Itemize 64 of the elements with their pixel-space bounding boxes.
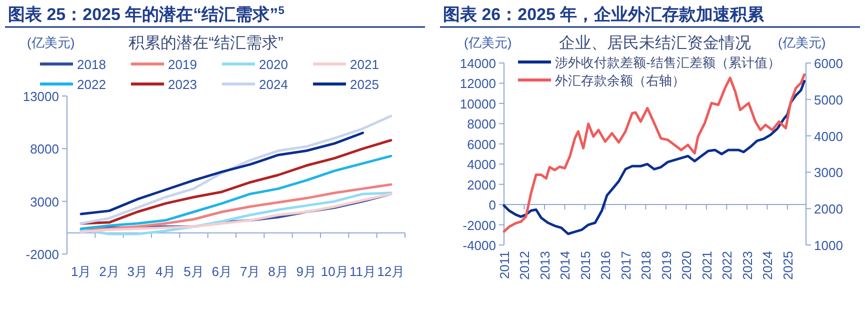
y2-tick-label: 6000 bbox=[814, 56, 843, 71]
legend-label: 涉外收付款差额-结售汇差额（累计值） bbox=[555, 55, 780, 70]
x-tick-label: 2011 bbox=[497, 251, 512, 279]
y-tick-label: -2000 bbox=[26, 247, 59, 262]
y-tick-label: 13000 bbox=[22, 89, 59, 104]
chart-title: 图表 25：2025 年的潜在“结汇需求”$^{5}$ bbox=[8, 5, 284, 24]
x-tick-label: 7月 bbox=[240, 264, 260, 279]
x-tick-label: 2021 bbox=[699, 251, 714, 280]
y-tick-label: 14000 bbox=[460, 56, 496, 71]
legend-label: 2023 bbox=[168, 77, 197, 92]
x-tick-label: 2月 bbox=[99, 264, 120, 279]
chart-subtitle: 积累的潜在“结汇需求” bbox=[128, 34, 284, 52]
y-tick-label: 10000 bbox=[460, 96, 496, 112]
y2-tick-label: 4000 bbox=[814, 128, 843, 144]
y-tick-label: 6000 bbox=[467, 136, 496, 152]
x-tick-label: 2022 bbox=[720, 251, 735, 280]
y2-axis-title: (亿美元) bbox=[778, 35, 826, 50]
y-tick-label: 3000 bbox=[30, 194, 59, 210]
chart-subtitle: 企业、居民未结汇资金情况 bbox=[559, 34, 751, 52]
x-tick-label: 2025 bbox=[780, 251, 796, 280]
legend-label: 2021 bbox=[350, 57, 379, 72]
y2-tick-label: 1000 bbox=[814, 238, 843, 253]
x-tick-label: 2020 bbox=[679, 251, 694, 280]
y-tick-label: 12000 bbox=[460, 76, 496, 92]
legend-label: 2022 bbox=[77, 77, 106, 92]
legend-label: 2025 bbox=[350, 77, 379, 92]
x-tick-label: 2014 bbox=[558, 251, 573, 280]
x-tick-label: 2015 bbox=[578, 251, 593, 280]
y-axis-title: (亿美元) bbox=[27, 35, 75, 50]
x-tick-label: 2016 bbox=[598, 251, 614, 280]
x-tick-label: 11月 bbox=[350, 264, 376, 279]
x-tick-label: 2024 bbox=[760, 251, 776, 280]
y-tick-label: 4000 bbox=[467, 157, 496, 172]
x-tick-label: 4月 bbox=[155, 264, 176, 279]
chart-title: 图表 26：2025 年，企业外汇存款加速积累 bbox=[443, 5, 766, 24]
y2-tick-label: 3000 bbox=[814, 165, 843, 180]
y2-tick-label: 2000 bbox=[814, 202, 843, 217]
x-tick-label: 10月 bbox=[320, 264, 348, 279]
x-tick-label: 12月 bbox=[377, 264, 405, 279]
x-tick-label: 1月 bbox=[70, 264, 92, 279]
y-tick-label: -4000 bbox=[462, 238, 496, 253]
y-tick-label: -2000 bbox=[462, 218, 496, 233]
y-axis-title: (亿美元) bbox=[464, 35, 512, 50]
x-tick-label: 2018 bbox=[638, 251, 654, 280]
y-tick-label: 2000 bbox=[467, 177, 496, 192]
x-tick-label: 8月 bbox=[268, 264, 288, 279]
x-tick-label: 2019 bbox=[658, 251, 674, 280]
x-tick-label: 2017 bbox=[618, 251, 634, 280]
legend-label: 2024 bbox=[259, 77, 288, 92]
y-tick-label: 8000 bbox=[467, 116, 496, 132]
x-tick-label: 2013 bbox=[537, 251, 552, 280]
y2-tick-label: 5000 bbox=[814, 92, 843, 108]
x-tick-label: 6月 bbox=[212, 264, 232, 279]
x-tick-label: 2023 bbox=[740, 251, 755, 280]
x-tick-label: 5月 bbox=[184, 264, 204, 279]
legend-label: 2019 bbox=[168, 57, 197, 72]
x-tick-label: 2012 bbox=[517, 251, 532, 280]
legend-label: 2018 bbox=[77, 57, 106, 72]
x-tick-label: 3月 bbox=[127, 264, 148, 279]
y-tick-label: 8000 bbox=[30, 142, 59, 157]
y-tick-label: 0 bbox=[488, 198, 496, 213]
legend-label: 2020 bbox=[259, 57, 288, 72]
x-tick-label: 9月 bbox=[296, 264, 317, 279]
legend-label: 外汇存款余额（右轴） bbox=[555, 73, 685, 88]
